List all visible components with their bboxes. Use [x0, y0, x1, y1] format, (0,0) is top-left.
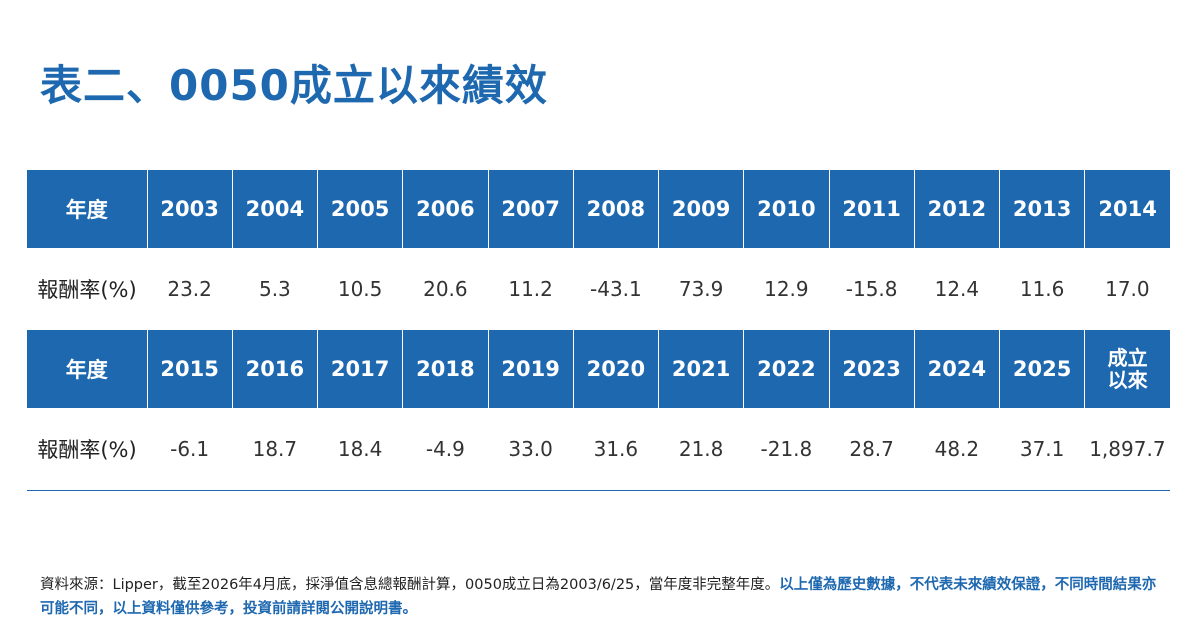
return-row-label: 報酬率(%) — [27, 408, 147, 491]
return-cell-since-inception: 1,897.7 — [1084, 408, 1170, 491]
year-cell: 2020 — [572, 330, 659, 408]
return-cell: -6.1 — [147, 408, 233, 491]
year-row-label: 年度 — [27, 170, 147, 248]
return-cell: 11.2 — [508, 277, 553, 301]
year-cell: 2008 — [572, 170, 659, 248]
return-cell: 12.4 — [934, 277, 980, 301]
return-cell: 48.2 — [914, 408, 1000, 491]
year-cell: 2005 — [316, 170, 403, 248]
year-cell: 2016 — [231, 330, 318, 408]
return-cell: 33.0 — [488, 408, 574, 491]
footnote: 資料來源：Lipper，截至2026年4月底，採淨值含息總報酬計算，0050成立… — [40, 573, 1170, 621]
footnote-disclaimer: 以上僅為歷史數據，不代表未來績效保證，不同時間結果亦可能不同，以上資料僅供參考，… — [40, 577, 1157, 617]
return-cell: 18.4 — [317, 408, 403, 491]
return-cell: 11.6 — [1019, 277, 1065, 301]
return-row-label: 報酬率(%) — [37, 278, 137, 302]
return-cell: -15.8 — [845, 277, 898, 301]
footnote-source: 資料來源：Lipper，截至2026年4月底，採淨值含息總報酬計算，0050成立… — [40, 577, 780, 593]
return-cell: 23.2 — [167, 277, 212, 301]
year-header-row: 年度 2015 2016 2017 2018 2019 2020 2021 20… — [27, 330, 1170, 408]
return-cell: 37.1 — [999, 408, 1085, 491]
year-cell: 2018 — [402, 330, 488, 408]
return-cell: 18.7 — [232, 408, 318, 491]
return-cell: 73.9 — [678, 277, 724, 301]
return-cell: 28.7 — [829, 408, 915, 491]
year-cell: 2024 — [913, 330, 1000, 408]
year-cell: 2003 — [146, 170, 233, 248]
page-title: 表二、0050成立以來績效 — [40, 61, 548, 110]
year-cell: 2010 — [743, 170, 829, 248]
return-cell: 17.0 — [1105, 277, 1150, 301]
year-cell: 2015 — [146, 330, 233, 408]
return-cell: 20.6 — [423, 277, 468, 301]
year-cell: 2007 — [487, 170, 574, 248]
return-row: 報酬率(%) -6.1 18.7 18.4 -4.9 33.0 31.6 21.… — [27, 408, 1170, 491]
year-cell: 2023 — [828, 330, 915, 408]
year-cell: 2025 — [998, 330, 1085, 408]
return-cell: -21.8 — [743, 408, 829, 491]
year-cell: 2009 — [657, 170, 744, 248]
year-cell: 2013 — [998, 170, 1085, 248]
since-inception-line2: 以來 — [1107, 368, 1148, 392]
year-cell: 2006 — [402, 170, 488, 248]
return-row: 報酬率(%) 23.2 5.3 10.5 20.6 11.2 -43.1 73.… — [27, 248, 1170, 330]
year-cell: 2014 — [1084, 170, 1170, 248]
year-cell: 2011 — [828, 170, 915, 248]
return-cell: 10.5 — [337, 277, 383, 301]
performance-table: 年度 2003 2004 2005 2006 2007 2008 2009 20… — [27, 170, 1170, 491]
year-header-row: 年度 2003 2004 2005 2006 2007 2008 2009 20… — [27, 170, 1170, 248]
since-inception-header: 成立 以來 — [1084, 330, 1170, 408]
year-cell: 2021 — [657, 330, 744, 408]
return-cell: -43.1 — [590, 277, 642, 301]
year-cell: 2022 — [743, 330, 829, 408]
return-cell: 31.6 — [573, 408, 659, 491]
year-row-label: 年度 — [27, 330, 147, 408]
year-cell: 2017 — [316, 330, 403, 408]
return-cell: 12.9 — [764, 277, 809, 301]
return-cell: -4.9 — [402, 408, 488, 491]
year-cell: 2019 — [487, 330, 574, 408]
year-cell: 2012 — [913, 170, 1000, 248]
since-inception-line1: 成立 — [1107, 346, 1148, 370]
return-cell: 21.8 — [658, 408, 744, 491]
year-cell: 2004 — [231, 170, 318, 248]
return-cell: 5.3 — [258, 277, 291, 301]
